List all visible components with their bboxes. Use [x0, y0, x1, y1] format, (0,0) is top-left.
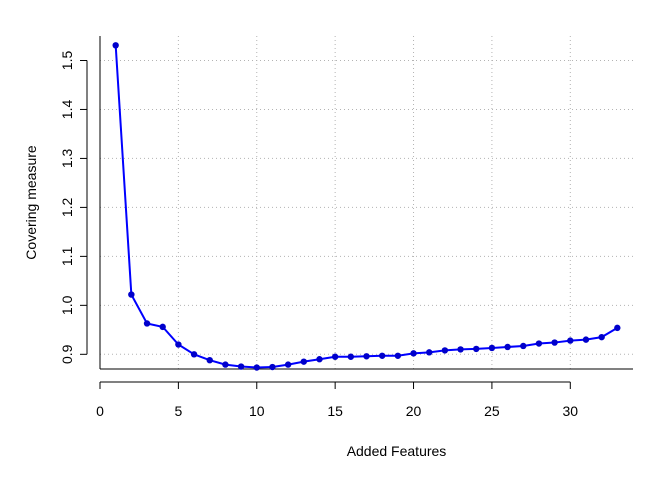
data-point-26	[520, 342, 527, 350]
data-point-5	[190, 351, 198, 358]
data-point-12	[300, 358, 307, 365]
data-point-27	[535, 340, 543, 347]
x-tick-label-3: 15	[327, 403, 343, 419]
y-tick-label-0: 0.9	[59, 344, 75, 364]
x-tick-label-0: 0	[96, 403, 104, 419]
data-point-23	[473, 345, 480, 353]
x-tick-label-5: 25	[484, 403, 500, 419]
data-point-18	[394, 352, 402, 359]
y-tick-label-4: 1.3	[59, 148, 75, 168]
data-point-14	[331, 353, 339, 360]
data-point-0	[112, 42, 119, 49]
data-point-22	[457, 346, 464, 353]
series-line-0	[114, 45, 618, 369]
x-tick-label-4: 20	[406, 403, 422, 419]
data-point-20	[426, 349, 433, 356]
data-point-10	[269, 363, 276, 371]
data-point-21	[441, 347, 449, 354]
data-point-4	[175, 341, 182, 348]
data-point-9	[253, 364, 260, 371]
data-point-19	[410, 350, 417, 357]
y-axis-title: Covering measure	[23, 145, 39, 260]
y-tick-label-1: 1.0	[59, 295, 75, 315]
data-point-1	[128, 291, 135, 298]
y-tick-label-3: 1.2	[59, 197, 75, 217]
x-tick-label-2: 10	[249, 403, 265, 419]
data-point-11	[284, 361, 292, 368]
data-point-25	[504, 343, 511, 351]
x-tick-label-6: 30	[563, 403, 579, 419]
x-axis-title: Added Features	[347, 443, 447, 459]
data-point-17	[378, 352, 386, 359]
data-point-3	[159, 323, 166, 331]
data-point-31	[598, 333, 605, 341]
data-point-8	[237, 363, 245, 370]
grid	[99, 36, 633, 369]
data-point-29	[567, 337, 574, 344]
x-tick-label-1: 5	[174, 403, 182, 419]
data-point-2	[143, 320, 151, 327]
y-tick-label-2: 1.1	[59, 246, 75, 266]
data-point-28	[551, 339, 558, 346]
data-point-30	[582, 336, 590, 343]
data-point-16	[363, 353, 370, 360]
data-point-15	[347, 353, 355, 360]
y-tick-label-6: 1.5	[59, 51, 75, 71]
axes: 0 5 10 15 20 25 30 0.9 1.0 1.1 1.2 1.3 1.4 1.5	[59, 36, 633, 419]
series	[112, 42, 621, 371]
data-point-7	[222, 361, 229, 368]
data-point-32	[614, 324, 621, 332]
y-tick-label-5: 1.4	[59, 100, 75, 120]
data-point-24	[488, 344, 496, 352]
data-point-6	[206, 356, 213, 364]
data-point-13	[316, 356, 323, 363]
